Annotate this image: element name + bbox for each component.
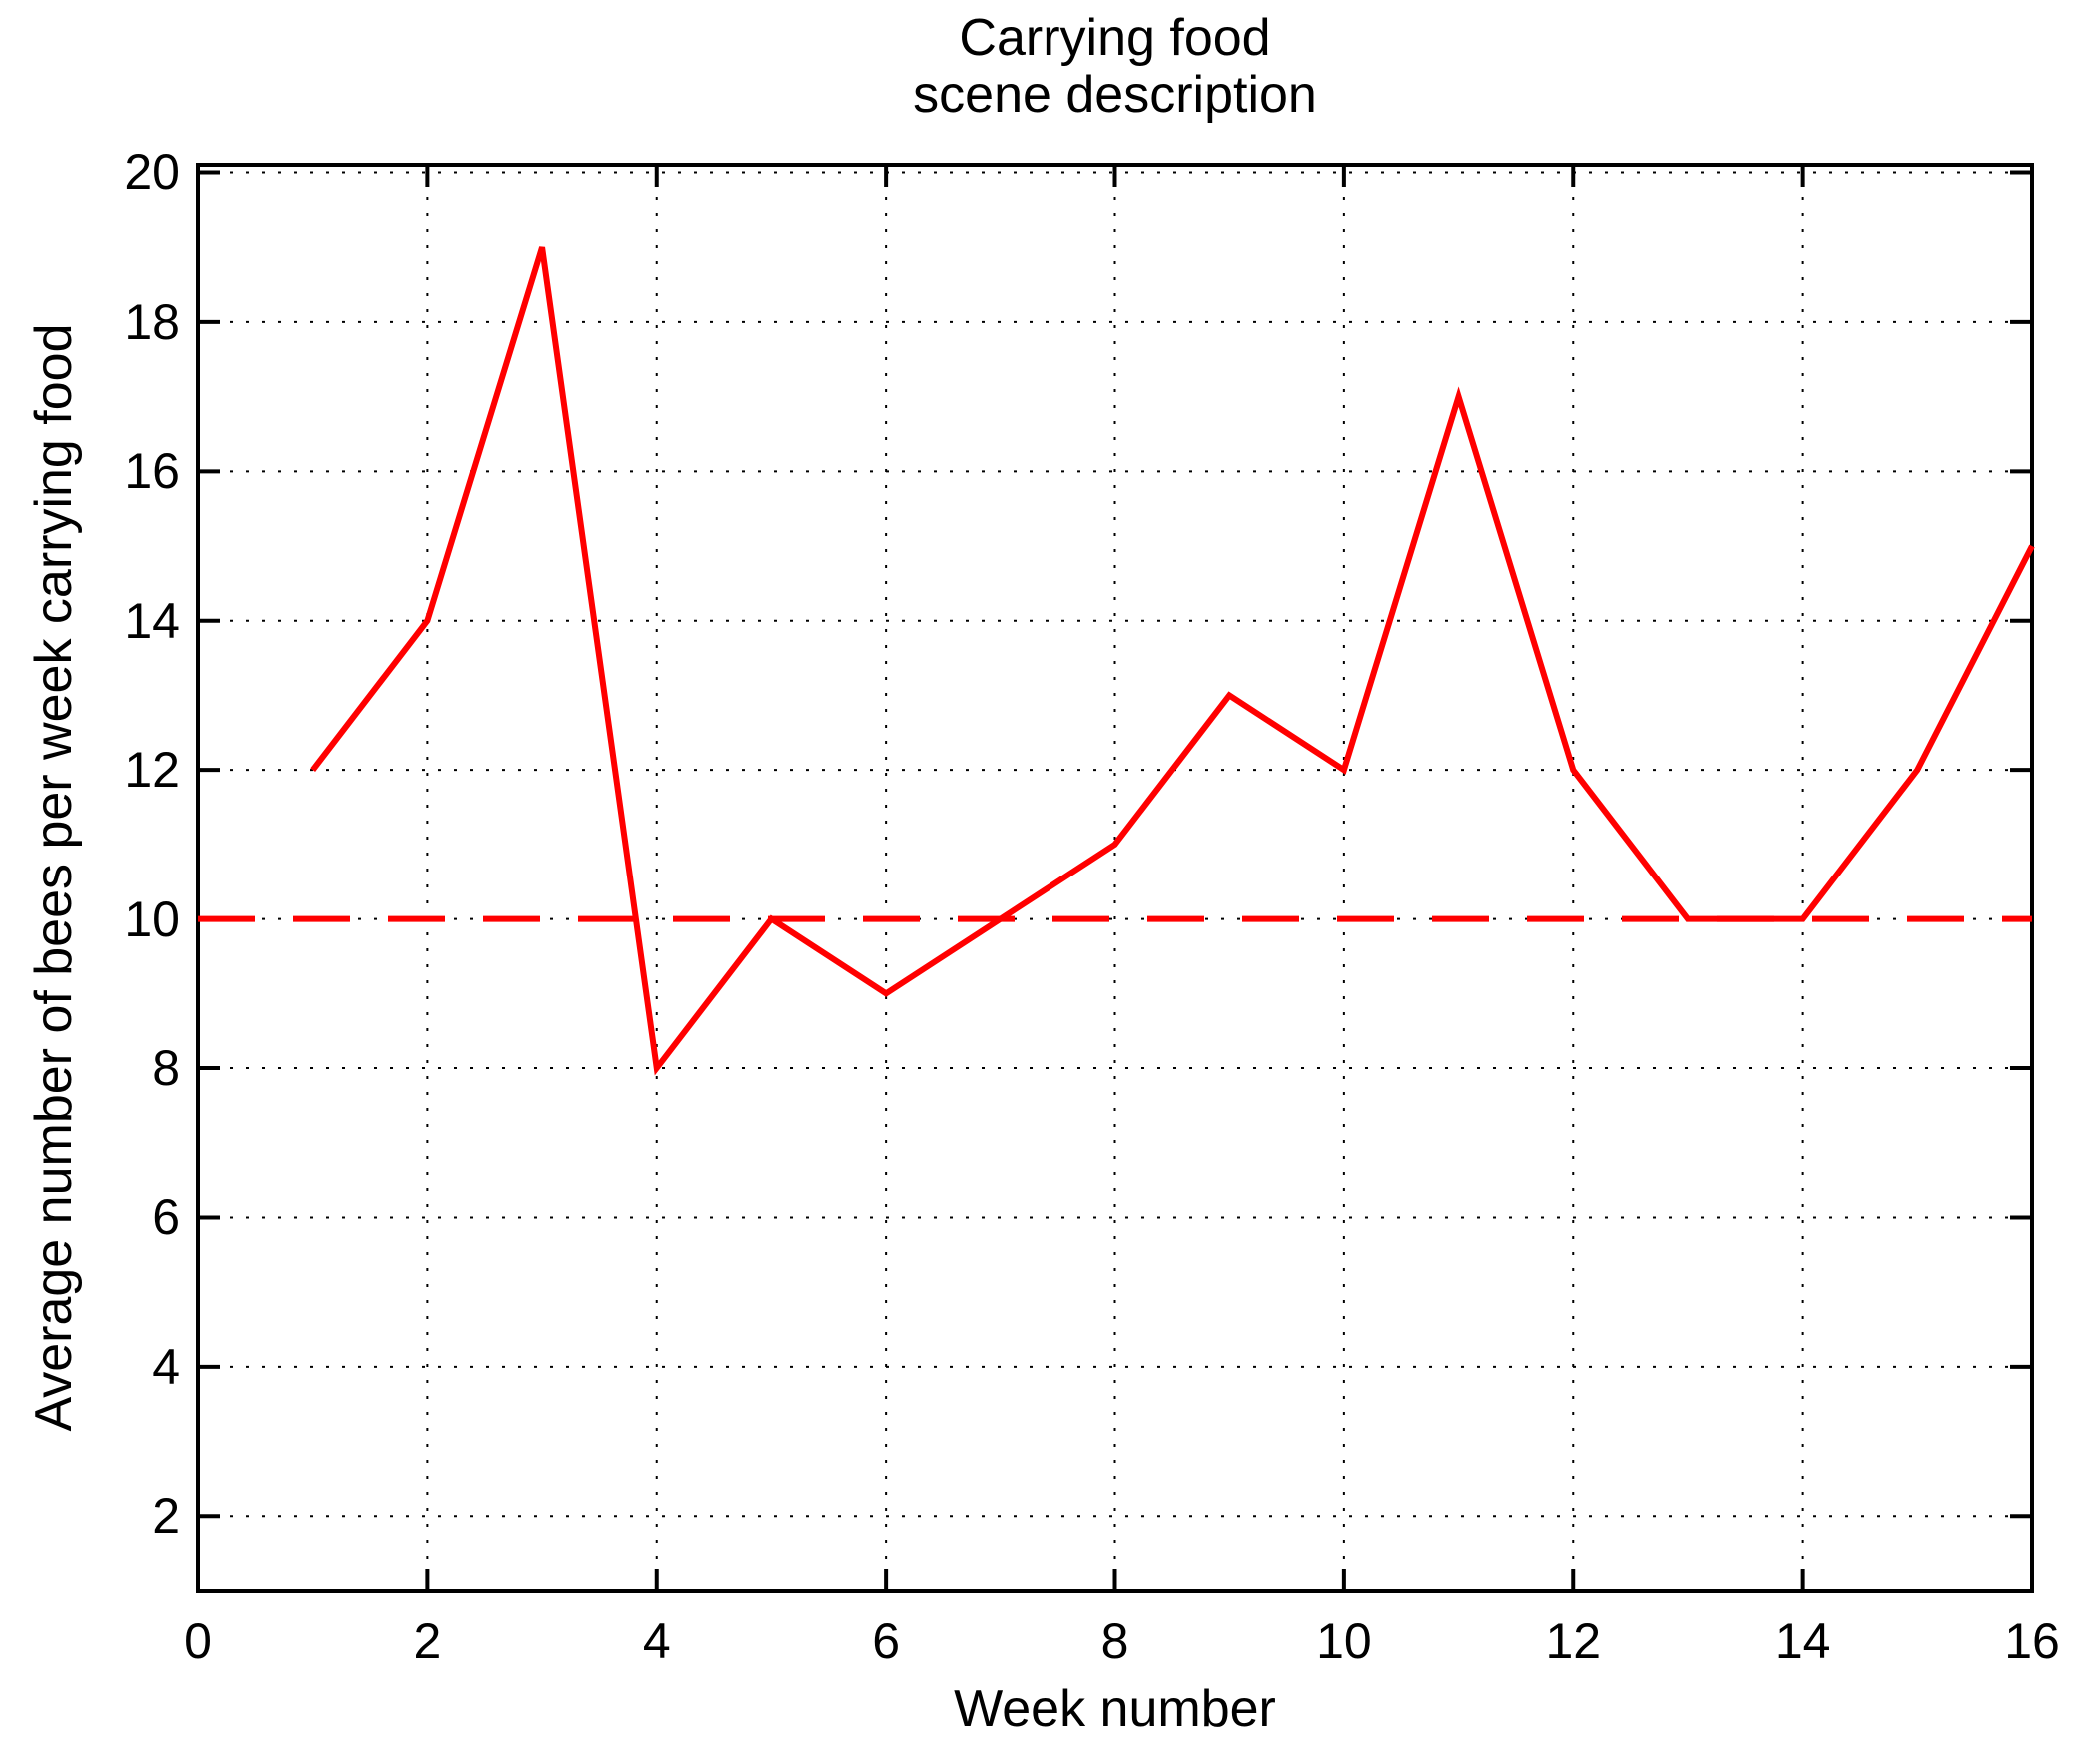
x-tick-label: 4 xyxy=(642,1613,671,1669)
x-axis-label: Week number xyxy=(954,1680,1276,1738)
x-tick-label: 16 xyxy=(2004,1613,2060,1669)
y-tick-label: 4 xyxy=(152,1338,180,1395)
y-tick-label: 8 xyxy=(152,1040,180,1097)
y-tick-label: 20 xyxy=(124,144,180,201)
chart-title-line2: scene description xyxy=(913,66,1317,124)
x-tick-label: 12 xyxy=(1545,1613,1602,1669)
x-tick-label: 6 xyxy=(872,1613,901,1669)
x-tick-label: 10 xyxy=(1316,1613,1372,1669)
x-tick-label: 0 xyxy=(184,1613,212,1669)
y-tick-label: 6 xyxy=(152,1189,180,1246)
y-tick-label: 18 xyxy=(124,293,180,350)
x-tick-label: 2 xyxy=(413,1613,442,1669)
y-tick-label: 12 xyxy=(124,742,180,799)
axis-box xyxy=(196,163,2034,1593)
chart-title: Carrying food scene description xyxy=(198,10,2032,124)
y-tick-label: 16 xyxy=(124,443,180,500)
chart-title-line1: Carrying food xyxy=(959,9,1271,67)
y-tick-label: 14 xyxy=(124,592,180,649)
y-tick-label: 2 xyxy=(152,1488,180,1545)
x-tick-label: 14 xyxy=(1774,1613,1831,1669)
x-tick-label: 8 xyxy=(1100,1613,1129,1669)
data-line xyxy=(310,246,2035,1076)
y-tick-label: 10 xyxy=(124,890,180,947)
